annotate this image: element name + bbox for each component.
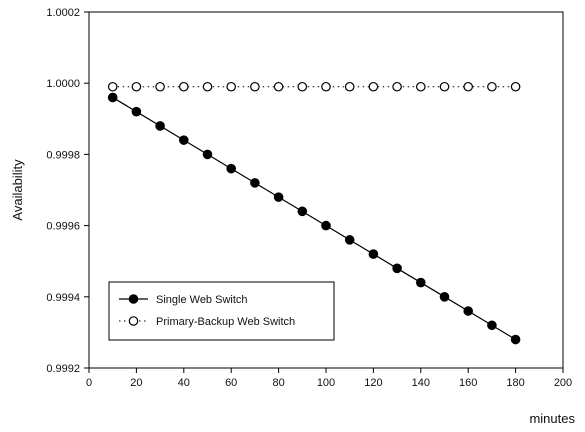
data-point <box>321 81 331 92</box>
x-tick-label: 0 <box>86 377 92 389</box>
x-tick-label: 180 <box>506 377 524 389</box>
y-tick-label: 0.9996 <box>46 221 80 233</box>
legend-marker <box>128 316 139 326</box>
data-point <box>344 235 355 245</box>
x-tick-label: 160 <box>459 377 477 389</box>
x-tick-label: 200 <box>554 377 572 389</box>
data-point <box>463 81 473 92</box>
y-tick-label: 1.0002 <box>46 7 80 19</box>
data-point <box>415 277 426 288</box>
y-tick-label: 1.0000 <box>46 78 80 90</box>
y-tick-label: 0.9994 <box>46 292 80 304</box>
legend-entry-primary-backup-web-switch: Primary-Backup Web Switch <box>119 316 295 328</box>
data-point <box>392 81 402 92</box>
data-point <box>368 81 379 92</box>
data-point <box>510 334 521 345</box>
data-point <box>487 320 497 331</box>
data-point <box>179 135 189 145</box>
data-point <box>297 81 308 92</box>
data-point <box>273 81 284 92</box>
data-point <box>344 81 355 92</box>
data-point <box>250 81 260 92</box>
x-axis-title: minutes <box>529 411 575 426</box>
data-point <box>155 121 165 131</box>
x-tick-label: 60 <box>225 377 237 389</box>
data-point <box>273 192 284 202</box>
data-point <box>131 81 142 92</box>
y-tick-label: 0.9992 <box>46 363 80 375</box>
data-point <box>415 81 426 92</box>
data-point <box>107 92 118 103</box>
x-tick-label: 80 <box>272 377 284 389</box>
x-tick-label: 140 <box>412 377 430 389</box>
data-point <box>202 149 213 160</box>
legend-label: Primary-Backup Web Switch <box>156 316 295 328</box>
legend: Single Web Switch Primary-Backup Web Swit… <box>108 281 335 341</box>
x-tick-label: 40 <box>178 377 190 389</box>
data-point <box>463 306 473 316</box>
data-point <box>368 249 379 259</box>
data-point <box>297 206 308 217</box>
series-single-web-switch <box>107 92 521 345</box>
data-point <box>155 81 165 92</box>
x-tick-label: 120 <box>364 377 382 389</box>
data-point <box>321 220 331 231</box>
data-point <box>202 81 213 92</box>
legend-box <box>108 281 335 341</box>
data-point <box>250 178 260 188</box>
data-point <box>439 81 450 92</box>
data-point <box>226 163 236 174</box>
data-point <box>439 291 450 302</box>
data-point <box>226 81 236 92</box>
series-primary-backup-web-switch <box>107 81 521 92</box>
data-point <box>131 106 142 117</box>
legend-marker <box>128 294 139 304</box>
legend-entry-single-web-switch: Single Web Switch <box>119 294 248 306</box>
data-point <box>107 81 118 92</box>
series-layer <box>107 81 521 345</box>
data-point <box>179 81 189 92</box>
y-tick-label: 0.9998 <box>46 149 80 161</box>
y-axis-title: Availability <box>10 159 25 221</box>
x-tick-label: 100 <box>317 377 335 389</box>
legend-label: Single Web Switch <box>156 294 248 306</box>
data-point <box>510 81 521 92</box>
data-point <box>392 263 402 274</box>
tick-layer: 0 20 40 60 80 100 120 140 160 180 200 0.9992 0.9994 0… <box>46 7 572 389</box>
x-tick-label: 20 <box>130 377 142 389</box>
data-point <box>487 81 497 92</box>
